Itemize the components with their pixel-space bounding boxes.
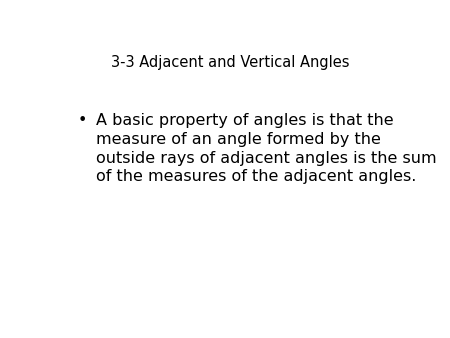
Text: 3-3 Adjacent and Vertical Angles: 3-3 Adjacent and Vertical Angles [112,55,350,70]
Text: •: • [77,114,86,128]
Text: A basic property of angles is that the
measure of an angle formed by the
outside: A basic property of angles is that the m… [96,114,437,184]
